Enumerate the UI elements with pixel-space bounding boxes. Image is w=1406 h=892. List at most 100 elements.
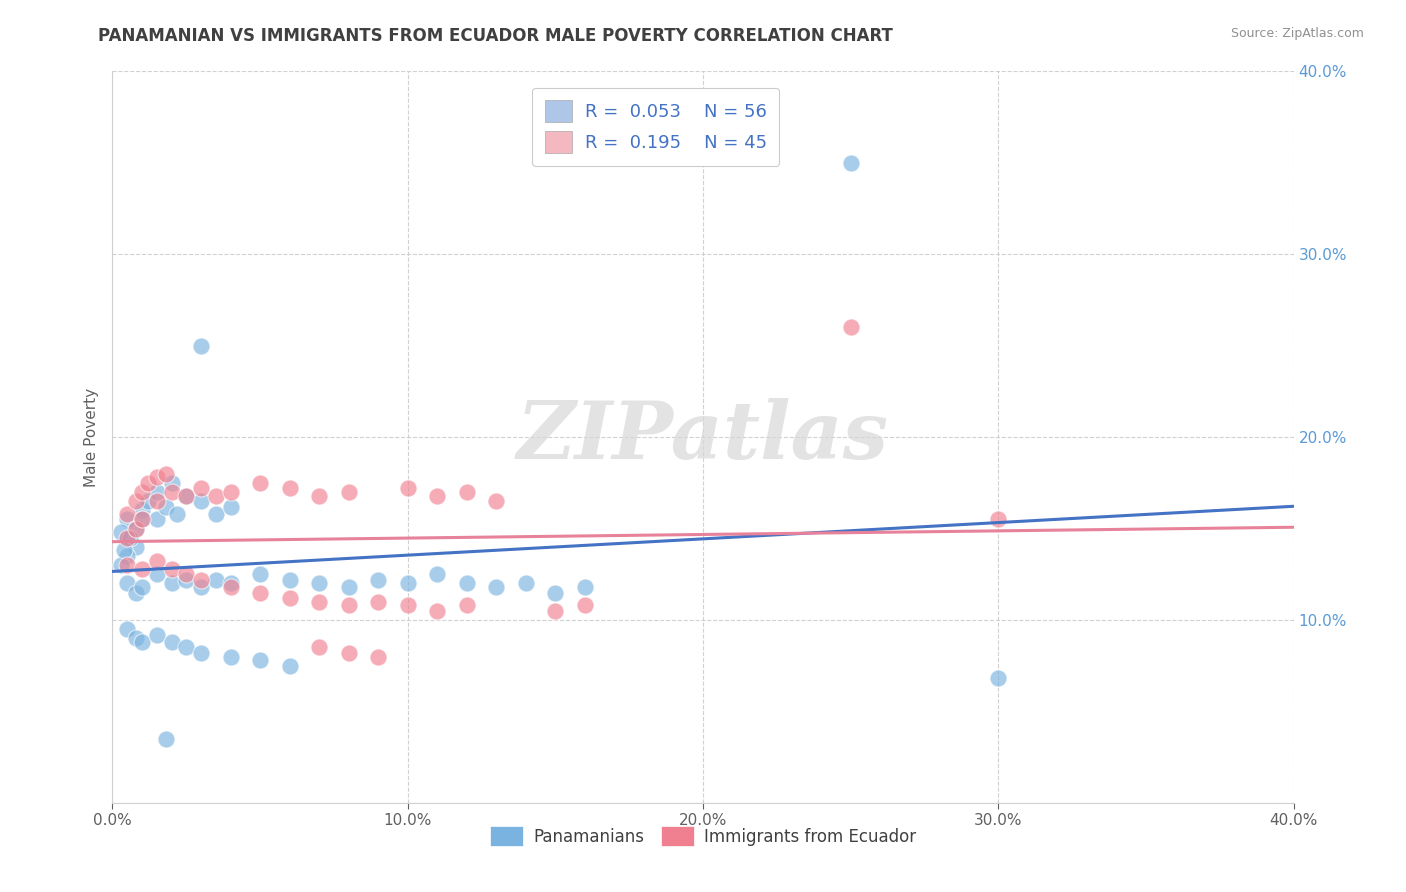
- Point: [160, 635, 183, 649]
- Point: [190, 338, 212, 352]
- Point: [155, 467, 177, 481]
- Point: [839, 156, 862, 170]
- Point: [515, 576, 537, 591]
- Point: [337, 646, 360, 660]
- Point: [219, 580, 242, 594]
- Point: [125, 521, 148, 535]
- Point: [367, 649, 389, 664]
- Point: [146, 567, 169, 582]
- Point: [337, 599, 360, 613]
- Point: [117, 622, 138, 636]
- Point: [987, 512, 1010, 526]
- Point: [426, 489, 449, 503]
- Point: [146, 494, 169, 508]
- Point: [131, 512, 153, 526]
- Point: [160, 475, 183, 490]
- Point: [396, 599, 419, 613]
- Point: [110, 525, 132, 540]
- Point: [839, 320, 862, 334]
- Point: [544, 585, 567, 599]
- Point: [131, 580, 153, 594]
- Point: [160, 562, 183, 576]
- Point: [131, 485, 153, 500]
- Point: [174, 489, 197, 503]
- Point: [120, 531, 142, 545]
- Point: [544, 604, 567, 618]
- Point: [117, 512, 138, 526]
- Point: [160, 485, 183, 500]
- Point: [426, 604, 449, 618]
- Text: PANAMANIAN VS IMMIGRANTS FROM ECUADOR MALE POVERTY CORRELATION CHART: PANAMANIAN VS IMMIGRANTS FROM ECUADOR MA…: [98, 27, 893, 45]
- Point: [117, 531, 138, 545]
- Point: [278, 481, 301, 495]
- Point: [146, 627, 169, 641]
- Point: [219, 576, 242, 591]
- Point: [174, 640, 197, 655]
- Point: [174, 567, 197, 582]
- Point: [278, 573, 301, 587]
- Point: [485, 580, 508, 594]
- Point: [166, 507, 188, 521]
- Point: [249, 585, 271, 599]
- Point: [125, 632, 148, 646]
- Point: [396, 481, 419, 495]
- Point: [337, 485, 360, 500]
- Point: [155, 500, 177, 514]
- Point: [308, 576, 330, 591]
- Point: [278, 591, 301, 605]
- Point: [426, 567, 449, 582]
- Point: [456, 576, 478, 591]
- Point: [125, 521, 148, 535]
- Point: [146, 512, 169, 526]
- Point: [337, 580, 360, 594]
- Point: [117, 558, 138, 573]
- Point: [190, 494, 212, 508]
- Text: ZIPatlas: ZIPatlas: [517, 399, 889, 475]
- Point: [131, 512, 153, 526]
- Point: [308, 594, 330, 608]
- Point: [987, 672, 1010, 686]
- Point: [136, 494, 159, 508]
- Point: [367, 573, 389, 587]
- Point: [131, 635, 153, 649]
- Point: [155, 731, 177, 746]
- Legend: Panamanians, Immigrants from Ecuador: Panamanians, Immigrants from Ecuador: [484, 820, 922, 853]
- Point: [117, 531, 138, 545]
- Point: [190, 646, 212, 660]
- Point: [308, 640, 330, 655]
- Point: [112, 543, 135, 558]
- Point: [485, 494, 508, 508]
- Y-axis label: Male Poverty: Male Poverty: [84, 387, 100, 487]
- Point: [146, 470, 169, 484]
- Point: [110, 558, 132, 573]
- Point: [174, 573, 197, 587]
- Point: [219, 485, 242, 500]
- Point: [574, 599, 596, 613]
- Point: [125, 540, 148, 554]
- Point: [146, 485, 169, 500]
- Point: [190, 573, 212, 587]
- Point: [205, 573, 228, 587]
- Point: [205, 489, 228, 503]
- Point: [125, 585, 148, 599]
- Point: [160, 576, 183, 591]
- Point: [136, 475, 159, 490]
- Text: Source: ZipAtlas.com: Source: ZipAtlas.com: [1230, 27, 1364, 40]
- Point: [146, 554, 169, 568]
- Point: [249, 567, 271, 582]
- Point: [117, 507, 138, 521]
- Point: [219, 500, 242, 514]
- Point: [308, 489, 330, 503]
- Point: [396, 576, 419, 591]
- Point: [278, 658, 301, 673]
- Point: [190, 580, 212, 594]
- Point: [367, 594, 389, 608]
- Point: [117, 549, 138, 563]
- Point: [456, 485, 478, 500]
- Point: [117, 576, 138, 591]
- Point: [249, 475, 271, 490]
- Point: [205, 507, 228, 521]
- Point: [174, 489, 197, 503]
- Point: [219, 649, 242, 664]
- Point: [249, 653, 271, 667]
